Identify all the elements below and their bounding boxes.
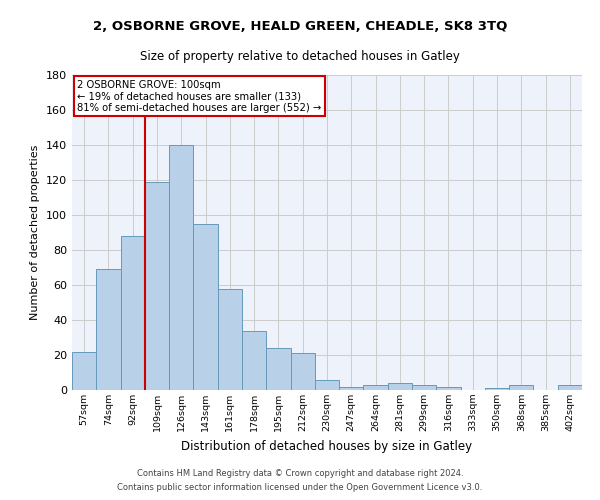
Text: Size of property relative to detached houses in Gatley: Size of property relative to detached ho… <box>140 50 460 63</box>
Bar <box>96 269 121 390</box>
Bar <box>242 330 266 390</box>
Bar <box>169 145 193 390</box>
Bar <box>485 388 509 390</box>
Bar <box>145 182 169 390</box>
Bar <box>339 386 364 390</box>
Text: 2, OSBORNE GROVE, HEALD GREEN, CHEADLE, SK8 3TQ: 2, OSBORNE GROVE, HEALD GREEN, CHEADLE, … <box>93 20 507 33</box>
Bar <box>509 385 533 390</box>
Bar <box>266 348 290 390</box>
Bar <box>388 383 412 390</box>
Bar <box>193 224 218 390</box>
Text: Contains public sector information licensed under the Open Government Licence v3: Contains public sector information licen… <box>118 484 482 492</box>
Text: Contains HM Land Registry data © Crown copyright and database right 2024.: Contains HM Land Registry data © Crown c… <box>137 468 463 477</box>
X-axis label: Distribution of detached houses by size in Gatley: Distribution of detached houses by size … <box>181 440 473 452</box>
Bar <box>121 236 145 390</box>
Text: 2 OSBORNE GROVE: 100sqm
← 19% of detached houses are smaller (133)
81% of semi-d: 2 OSBORNE GROVE: 100sqm ← 19% of detache… <box>77 80 322 113</box>
Bar <box>436 386 461 390</box>
Bar <box>412 385 436 390</box>
Bar <box>72 352 96 390</box>
Y-axis label: Number of detached properties: Number of detached properties <box>31 145 40 320</box>
Bar <box>218 288 242 390</box>
Bar <box>315 380 339 390</box>
Bar <box>290 353 315 390</box>
Bar <box>364 385 388 390</box>
Bar <box>558 385 582 390</box>
